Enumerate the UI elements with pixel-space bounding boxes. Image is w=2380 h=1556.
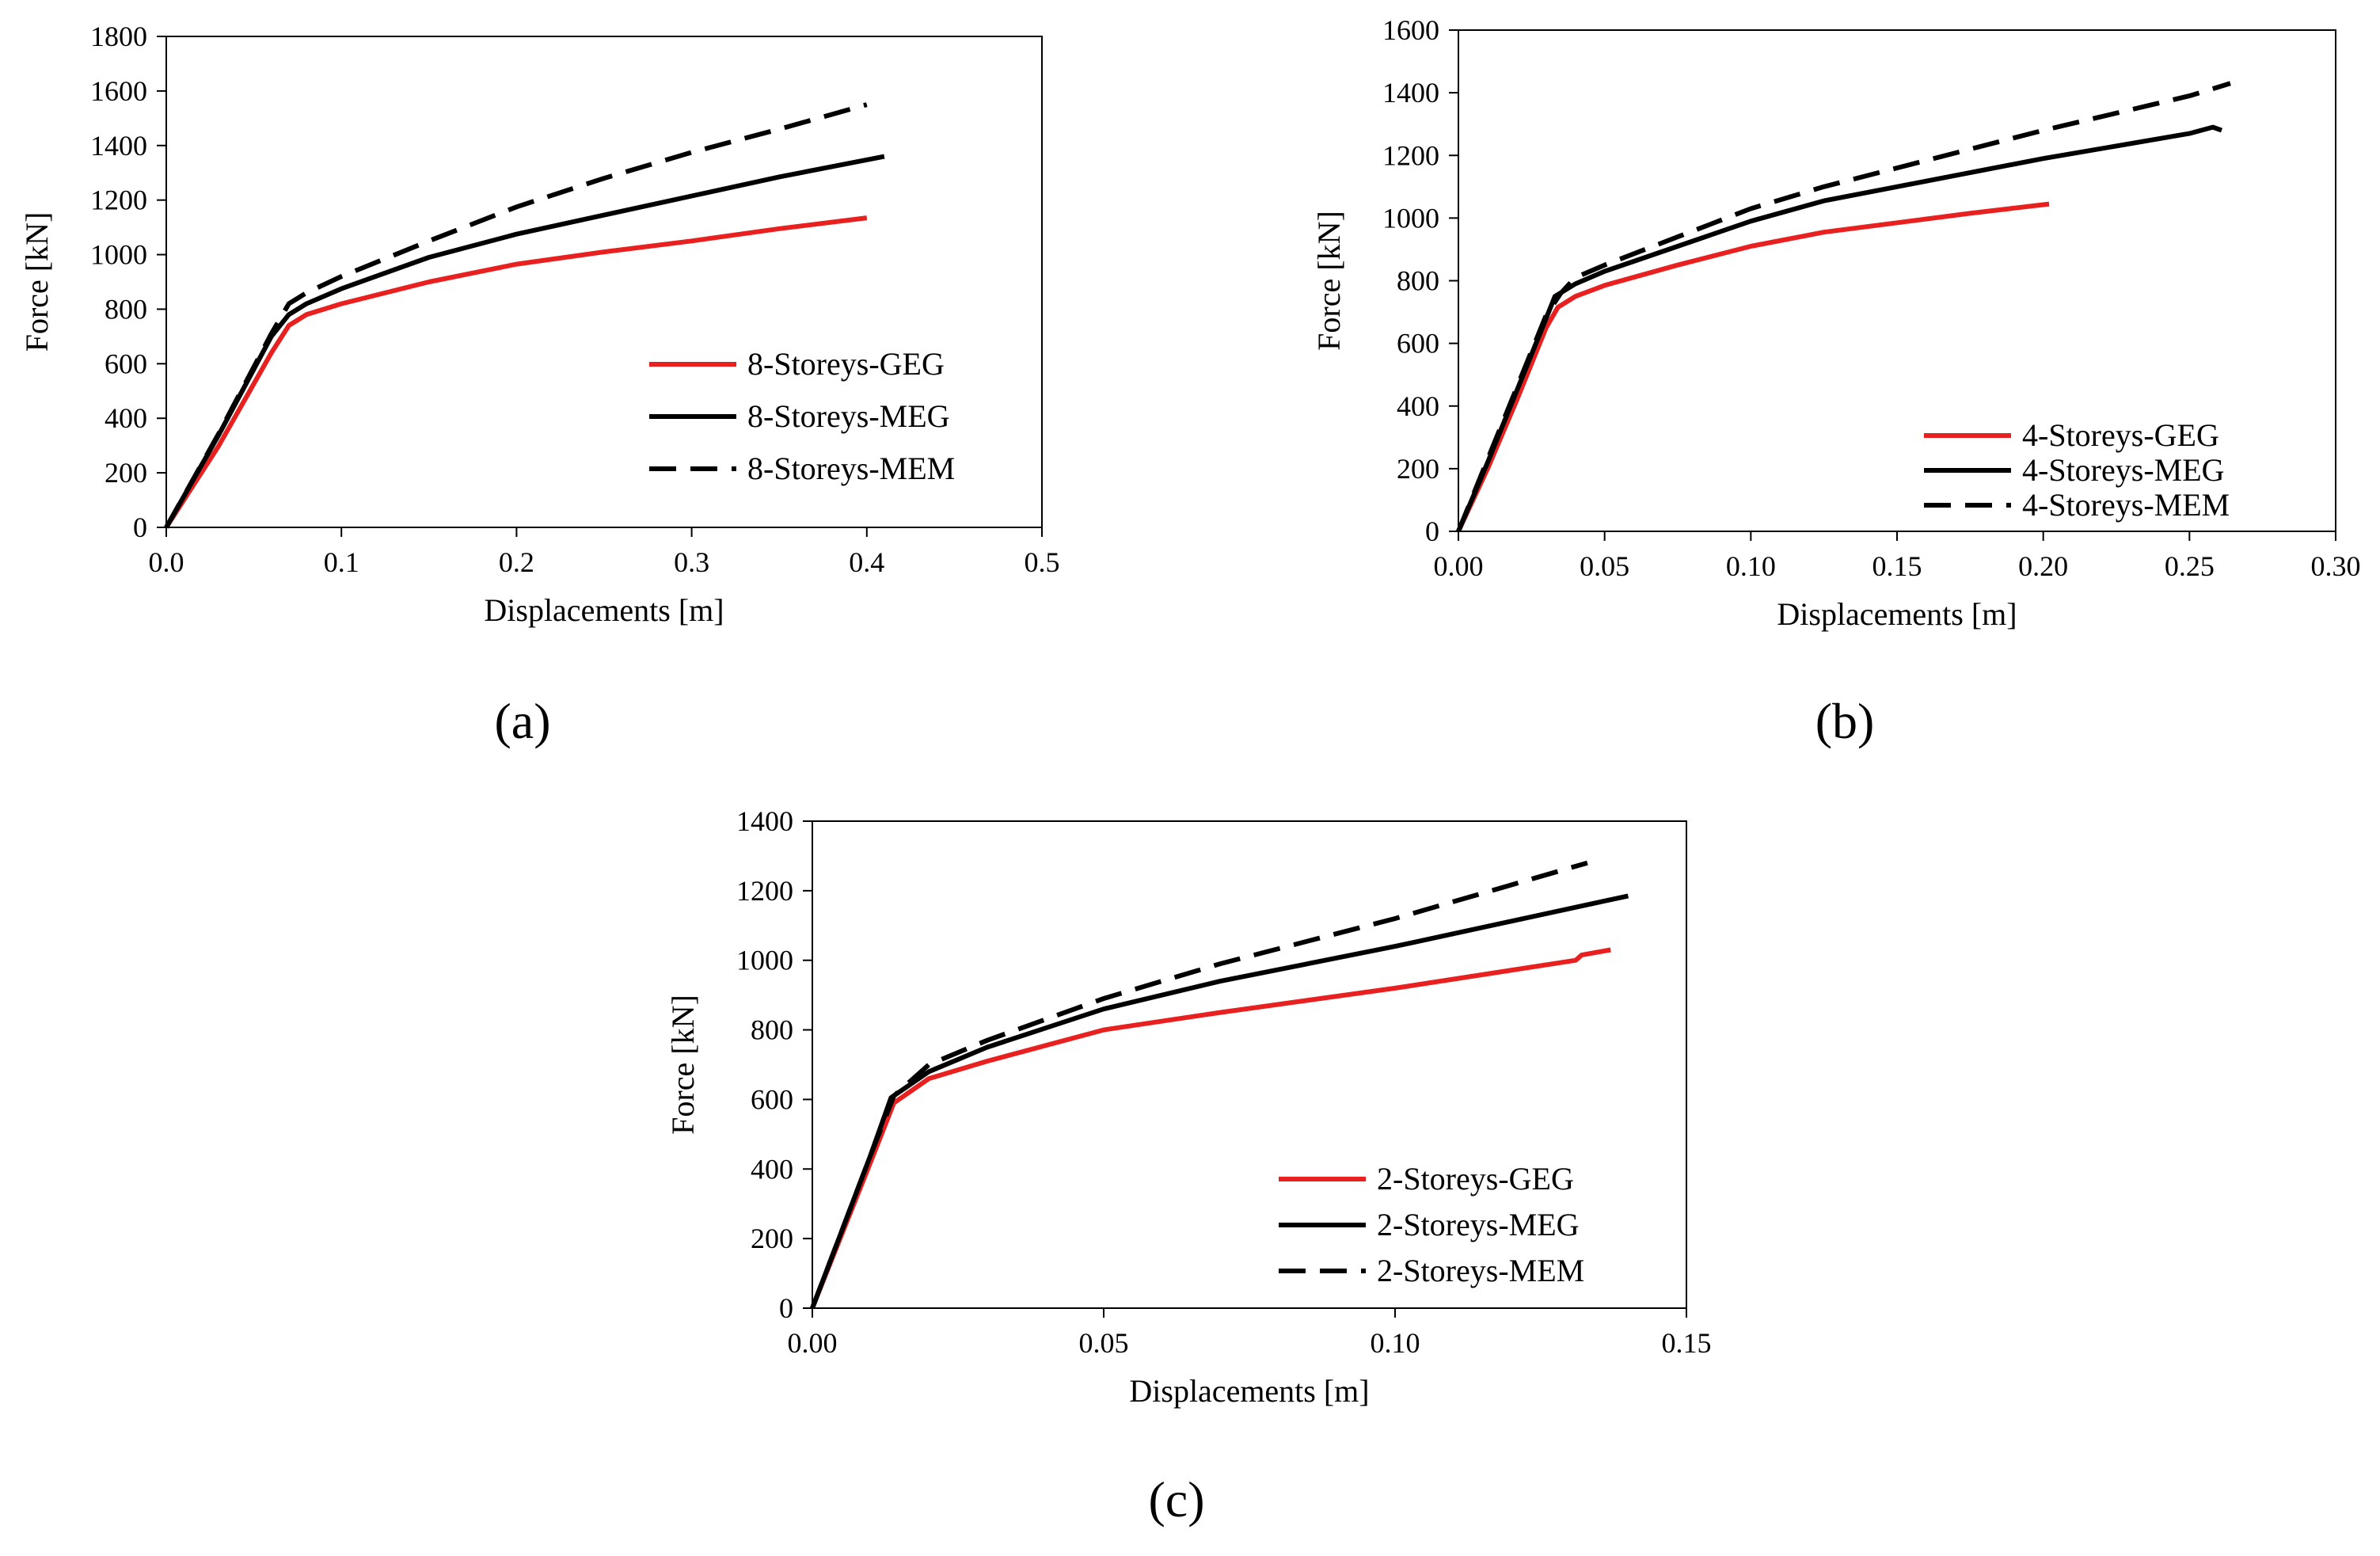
y-tick-label: 800 <box>105 293 147 325</box>
y-tick-label: 1000 <box>90 239 147 271</box>
y-tick-label: 1400 <box>736 805 793 837</box>
y-tick-label: 1600 <box>90 75 147 107</box>
y-tick-label: 1800 <box>90 21 147 52</box>
y-tick-label: 1600 <box>1382 14 1439 46</box>
y-tick-label: 600 <box>751 1083 793 1115</box>
legend-entry: 2-Storeys-GEG <box>1377 1161 1574 1196</box>
legend-entry: 2-Storeys-MEG <box>1377 1207 1580 1242</box>
chart-panel-a: 0.0 0.1 0.2 0.3 0.4 0.5 0 200 400 600 800 1000 1200 1… <box>19 21 1060 749</box>
x-tick-label: 0.00 <box>788 1327 838 1359</box>
y-tick-label: 400 <box>105 402 147 434</box>
x-tick-label: 0.15 <box>1872 550 1922 582</box>
x-tick-label: 0.3 <box>674 546 709 578</box>
legend-entry: 8-Storeys-GEG <box>747 346 945 382</box>
series-line-4-storeys-geg <box>1456 201 2050 533</box>
y-axis-label: Force [kN] <box>19 212 55 352</box>
series-line-2-storeys-mem <box>810 860 1588 1310</box>
legend-entry: 8-Storeys-MEM <box>747 451 955 486</box>
panel-label: (c) <box>1148 1471 1204 1527</box>
y-tick-label: 1400 <box>1382 77 1439 108</box>
y-tick-label: 0 <box>133 512 147 543</box>
y-axis-label: Force [kN] <box>1311 211 1347 351</box>
chart-panel-b: 0.00 0.05 0.10 0.15 0.20 0.25 0.30 0 200 400 600 80… <box>1311 14 2361 749</box>
y-tick-label: 1000 <box>1382 202 1439 234</box>
x-tick-label: 0.10 <box>1371 1327 1420 1359</box>
x-tick-label: 0.30 <box>2311 550 2361 582</box>
x-tick-label: 0.1 <box>324 546 359 578</box>
y-tick-label: 800 <box>1397 265 1439 297</box>
y-tick-label: 1200 <box>90 185 147 216</box>
plot-frame <box>165 36 1043 528</box>
series-line-8-storeys-mem <box>164 102 868 529</box>
y-axis-label: Force [kN] <box>665 995 701 1135</box>
y-tick-label: 1200 <box>1382 139 1439 171</box>
series-line-8-storeys-meg <box>164 154 885 529</box>
legend-entry: 4-Storeys-GEG <box>2022 417 2219 453</box>
plot-frame <box>812 820 1687 1309</box>
y-tick-label: 200 <box>751 1223 793 1254</box>
y-tick-label: 1200 <box>736 875 793 907</box>
x-tick-label: 0.2 <box>499 546 534 578</box>
series-line-8-storeys-geg <box>164 215 868 529</box>
y-tick-label: 400 <box>1397 390 1439 422</box>
y-tick-label: 0 <box>1425 515 1439 547</box>
y-tick-label: 1000 <box>736 945 793 976</box>
y-tick-label: 400 <box>751 1153 793 1185</box>
x-tick-label: 0.05 <box>1580 550 1629 582</box>
y-tick-label: 200 <box>1397 453 1439 485</box>
x-axis-label: Displacements [m] <box>484 592 724 628</box>
panel-label: (b) <box>1815 693 1875 749</box>
legend-entry: 2-Storeys-MEM <box>1377 1253 1584 1288</box>
x-tick-label: 0.15 <box>1662 1327 1712 1359</box>
x-tick-label: 0.10 <box>1726 550 1776 582</box>
y-tick-label: 600 <box>1397 328 1439 360</box>
y-tick-label: 600 <box>105 348 147 379</box>
legend-entry: 8-Storeys-MEG <box>747 398 950 434</box>
y-tick-label: 0 <box>779 1292 793 1324</box>
x-tick-label: 0.4 <box>849 546 884 578</box>
y-tick-label: 200 <box>105 457 147 489</box>
x-tick-label: 0.20 <box>2018 550 2068 582</box>
x-tick-label: 0.00 <box>1434 550 1484 582</box>
x-tick-label: 0.5 <box>1025 546 1060 578</box>
legend-entry: 4-Storeys-MEM <box>2022 487 2230 523</box>
series-line-2-storeys-meg <box>810 893 1629 1310</box>
x-tick-label: 0.05 <box>1079 1327 1129 1359</box>
series-line-4-storeys-mem <box>1456 81 2231 533</box>
panel-label: (a) <box>494 693 550 749</box>
y-tick-label: 1400 <box>90 130 147 162</box>
x-tick-label: 0.0 <box>149 546 184 578</box>
legend-entry: 4-Storeys-MEG <box>2022 452 2225 488</box>
y-tick-label: 800 <box>751 1014 793 1046</box>
chart-panel-c: 0.00 0.05 0.10 0.15 0 200 400 600 800 1000 1200 140… <box>665 805 1712 1527</box>
x-tick-label: 0.25 <box>2165 550 2215 582</box>
x-axis-label: Displacements [m] <box>1777 596 2017 632</box>
x-axis-label: Displacements [m] <box>1129 1373 1369 1409</box>
